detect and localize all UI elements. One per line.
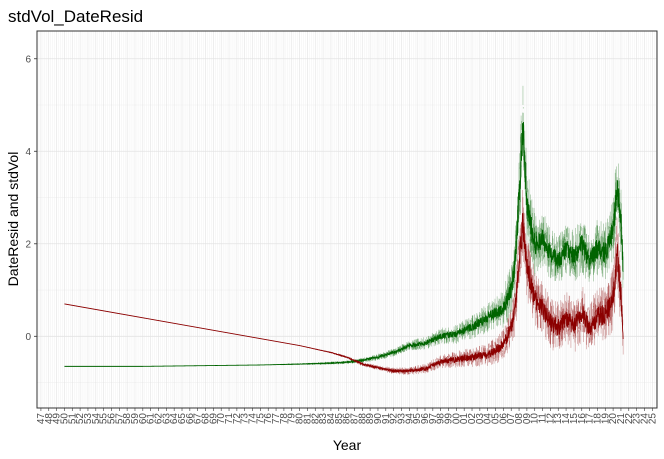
x-tick-label: 54 [91, 413, 102, 425]
x-tick-label: 91 [381, 413, 392, 425]
y-tick-label: 6 [25, 54, 31, 65]
x-axis: 4748495051525354555657585960616263646566… [36, 408, 658, 424]
x-tick-label: 55 [99, 413, 110, 425]
x-tick-label: 82 [310, 413, 321, 425]
x-tick-label: 23 [632, 413, 643, 425]
x-tick-label: 89 [365, 413, 376, 425]
x-tick-label: 12 [545, 413, 556, 425]
x-tick-label: 96 [420, 413, 431, 425]
x-tick-label: 07 [506, 413, 517, 425]
x-tick-label: 93 [396, 413, 407, 425]
x-tick-label: 73 [240, 413, 251, 425]
x-tick-label: 74 [248, 413, 259, 425]
series-2 [64, 189, 624, 375]
x-tick-label: 72 [232, 413, 243, 425]
x-tick-label: 57 [114, 413, 125, 425]
x-tick-label: 97 [428, 413, 439, 425]
x-tick-label: 85 [334, 413, 345, 425]
x-tick-label: 19 [600, 413, 611, 425]
x-tick-label: 25 [647, 413, 658, 425]
x-tick-label: 15 [569, 413, 580, 425]
x-tick-label: 64 [169, 413, 180, 425]
x-axis-title: Year [333, 437, 362, 453]
x-tick-label: 58 [122, 413, 133, 425]
x-tick-label: 60 [138, 413, 149, 425]
x-tick-label: 81 [302, 413, 313, 425]
series-line [64, 121, 624, 367]
x-tick-label: 69 [208, 413, 219, 425]
y-axis-title: DateResid and stdVol [5, 152, 21, 287]
x-tick-label: 90 [373, 413, 384, 425]
x-tick-label: 77 [271, 413, 282, 425]
x-tick-label: 78 [279, 413, 290, 425]
x-tick-label: 51 [67, 413, 78, 425]
x-tick-label: 18 [592, 413, 603, 425]
x-tick-label: 75 [255, 413, 266, 425]
x-tick-label: 95 [412, 413, 423, 425]
x-tick-label: 63 [161, 413, 172, 425]
x-tick-label: 47 [36, 413, 47, 425]
x-tick-label: 99 [444, 413, 455, 425]
x-tick-label: 70 [216, 413, 227, 425]
x-tick-label: 00 [451, 413, 462, 425]
x-tick-label: 08 [514, 413, 525, 425]
x-tick-label: 22 [624, 413, 635, 425]
x-tick-label: 92 [389, 413, 400, 425]
x-tick-label: 71 [224, 413, 235, 425]
x-tick-label: 62 [153, 413, 164, 425]
x-tick-label: 09 [522, 413, 533, 425]
x-tick-label: 04 [483, 413, 494, 425]
x-tick-label: 13 [553, 413, 564, 425]
x-tick-label: 59 [130, 413, 141, 425]
y-tick-label: 0 [25, 332, 31, 343]
series-line [64, 213, 624, 374]
x-tick-label: 03 [475, 413, 486, 425]
x-tick-label: 76 [263, 413, 274, 425]
x-tick-label: 20 [608, 413, 619, 425]
x-tick-label: 01 [459, 413, 470, 425]
x-tick-label: 14 [561, 413, 572, 425]
x-tick-label: 66 [185, 413, 196, 425]
x-tick-label: 17 [585, 413, 596, 425]
x-tick-label: 65 [177, 413, 188, 425]
x-tick-label: 49 [52, 413, 63, 425]
x-tick-label: 02 [467, 413, 478, 425]
y-tick-label: 2 [25, 239, 31, 250]
x-tick-label: 94 [404, 413, 415, 425]
x-tick-label: 88 [357, 413, 368, 425]
x-tick-label: 05 [491, 413, 502, 425]
x-tick-label: 98 [436, 413, 447, 425]
plot-border [36, 30, 658, 409]
x-tick-label: 68 [201, 413, 212, 425]
x-tick-label: 50 [59, 413, 70, 425]
x-tick-label: 48 [44, 413, 55, 425]
x-tick-label: 16 [577, 413, 588, 425]
x-tick-label: 86 [342, 413, 353, 425]
x-tick-label: 80 [295, 413, 306, 425]
x-tick-label: 52 [75, 413, 86, 425]
x-tick-label: 61 [146, 413, 157, 425]
x-tick-label: 06 [498, 413, 509, 425]
x-tick-label: 83 [318, 413, 329, 425]
y-axis: 0 2 4 6 [25, 54, 37, 343]
x-tick-label: 11 [538, 413, 549, 424]
x-tick-label: 56 [106, 413, 117, 425]
series-layer [64, 85, 624, 375]
x-tick-label: 84 [326, 413, 337, 425]
x-tick-label: 10 [530, 413, 541, 425]
y-tick-label: 4 [25, 147, 31, 158]
series-1 [64, 85, 624, 367]
x-tick-label: 79 [287, 413, 298, 425]
x-tick-label: 67 [193, 413, 204, 425]
x-tick-label: 87 [349, 413, 360, 425]
chart-title: stdVol_DateResid [8, 7, 143, 26]
x-tick-label: 53 [83, 413, 94, 425]
x-tick-label: 21 [616, 413, 627, 425]
x-tick-label: 24 [639, 413, 650, 425]
